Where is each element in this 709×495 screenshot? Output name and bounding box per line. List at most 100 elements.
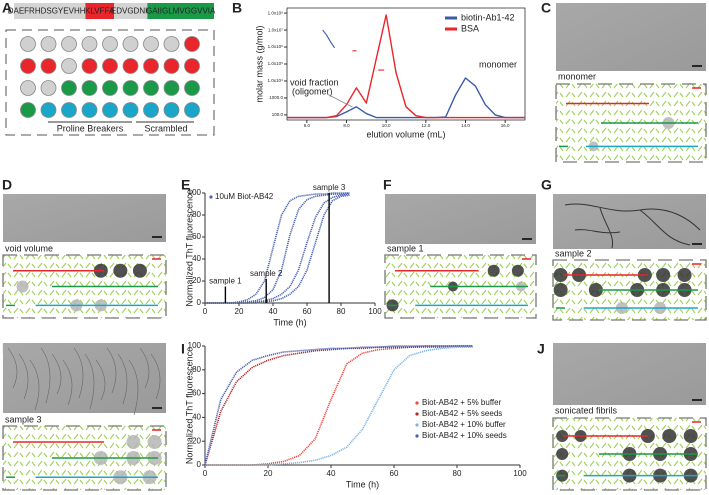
x-tick-label: 60: [390, 469, 399, 478]
x-tick-label: 100: [513, 469, 527, 478]
spot: [487, 264, 500, 277]
sequence-segment: [114, 3, 148, 19]
plate-border: [2, 254, 167, 319]
well-dot: [163, 58, 180, 74]
caption: sample 1: [387, 243, 424, 253]
well-dot: [20, 58, 36, 74]
x-tick-label: 60: [303, 307, 312, 316]
fibril: [150, 353, 161, 400]
legend-label: biotin-Ab1-42: [461, 12, 515, 22]
legend-label: Biot-AB42 + 5% buffer: [422, 398, 502, 407]
spot: [147, 435, 162, 449]
well-dot: [163, 80, 180, 96]
y-tick-label: 1.0x10⁸: [268, 10, 284, 15]
well-dot: [81, 58, 98, 74]
panel-letter: C: [541, 0, 551, 16]
well-dot: [122, 58, 139, 74]
x-tick-label: 40: [269, 307, 278, 316]
sequence-segment: [147, 3, 214, 19]
x-axis-label: Time (h): [346, 479, 379, 489]
spot: [683, 429, 698, 443]
well-dot: [143, 58, 159, 74]
well-dot: [81, 80, 98, 96]
fibril: [51, 353, 62, 395]
x-axis-label: Time (h): [273, 317, 306, 327]
micrograph: [3, 343, 166, 413]
well-dot: [102, 80, 118, 96]
fibril: [62, 359, 73, 406]
legend-swatch: [415, 434, 419, 438]
sequence-text: EDVGDNK: [111, 7, 151, 16]
x-tick-label: 0: [203, 469, 208, 478]
series-line: [205, 346, 473, 466]
fibril: [40, 347, 51, 404]
y-tick-label: 1.0x10⁴: [268, 78, 284, 83]
group-label: Proline Breakers: [57, 123, 124, 133]
y-axis-label: molar mass (g/mol): [254, 25, 264, 102]
series-line: [204, 345, 473, 466]
x-tick-label: 0: [203, 307, 208, 316]
spot: [588, 283, 603, 297]
x-tick-label: 20: [264, 469, 273, 478]
panel-letter: G: [541, 177, 552, 193]
fibril: [95, 359, 106, 401]
legend-label: BSA: [461, 23, 479, 33]
well-dot: [20, 80, 36, 96]
well-dot: [40, 36, 57, 52]
y-tick-label: 40: [192, 254, 201, 263]
caption: void volume: [5, 243, 53, 253]
well-dot: [143, 36, 159, 52]
sample-label: sample 3: [313, 183, 346, 192]
panel-letter: J: [537, 341, 545, 357]
well-dot: [20, 102, 36, 118]
x-tick-label: 100: [368, 307, 382, 316]
well-dot: [102, 102, 118, 118]
x-tick-label: 80: [337, 307, 346, 316]
annotation: void fraction: [290, 77, 339, 87]
y-tick-label: 20: [192, 436, 201, 445]
panel-letter: I: [181, 341, 185, 357]
spot: [662, 429, 677, 443]
x-tick-label: 80: [453, 469, 462, 478]
x-tick-label: 40: [327, 469, 336, 478]
well-dot: [61, 102, 77, 118]
y-tick-label: 1.0x10⁶: [268, 44, 284, 49]
caption: sonicated fibrils: [555, 405, 618, 415]
fibril: [574, 229, 621, 234]
fibril: [117, 353, 128, 405]
fibril: [106, 347, 117, 394]
plate-border: [552, 259, 707, 321]
sequence-text: GAIIGLMVGGVVIA: [146, 7, 216, 16]
spot: [113, 263, 128, 278]
well-dot: [61, 58, 77, 74]
x-tick-label: 20: [235, 307, 244, 316]
sequence-segment: [85, 3, 114, 19]
panel-letter: B: [232, 0, 242, 16]
fibril: [7, 347, 18, 389]
legend-label: Biot-AB42 + 5% seeds: [422, 409, 502, 418]
legend-label: 10uM Biot-AB42: [215, 192, 274, 201]
well-dot: [40, 80, 57, 96]
annotation: monomer: [479, 59, 517, 69]
x-tick-label: 16.0: [501, 123, 510, 128]
y-tick-label: 0: [197, 460, 202, 469]
well-dot: [102, 36, 118, 52]
y-tick-label: 60: [192, 389, 201, 398]
x-axis-label: elution volume (mL): [366, 129, 445, 139]
well-dot: [184, 36, 200, 52]
well-dot: [184, 80, 200, 96]
fibril: [73, 347, 84, 399]
micrograph: [556, 3, 706, 71]
panel-letter: D: [2, 177, 12, 193]
well-dot: [143, 102, 159, 118]
well-dot: [122, 36, 139, 52]
well-dot: [122, 80, 139, 96]
x-tick-label: 10.0: [382, 123, 391, 128]
well-dot: [184, 102, 200, 118]
spot: [656, 268, 671, 282]
y-tick-label: 0: [197, 298, 202, 307]
spot: [126, 435, 141, 449]
micrograph: [385, 194, 536, 244]
y-tick-label: 100.0: [272, 112, 284, 117]
